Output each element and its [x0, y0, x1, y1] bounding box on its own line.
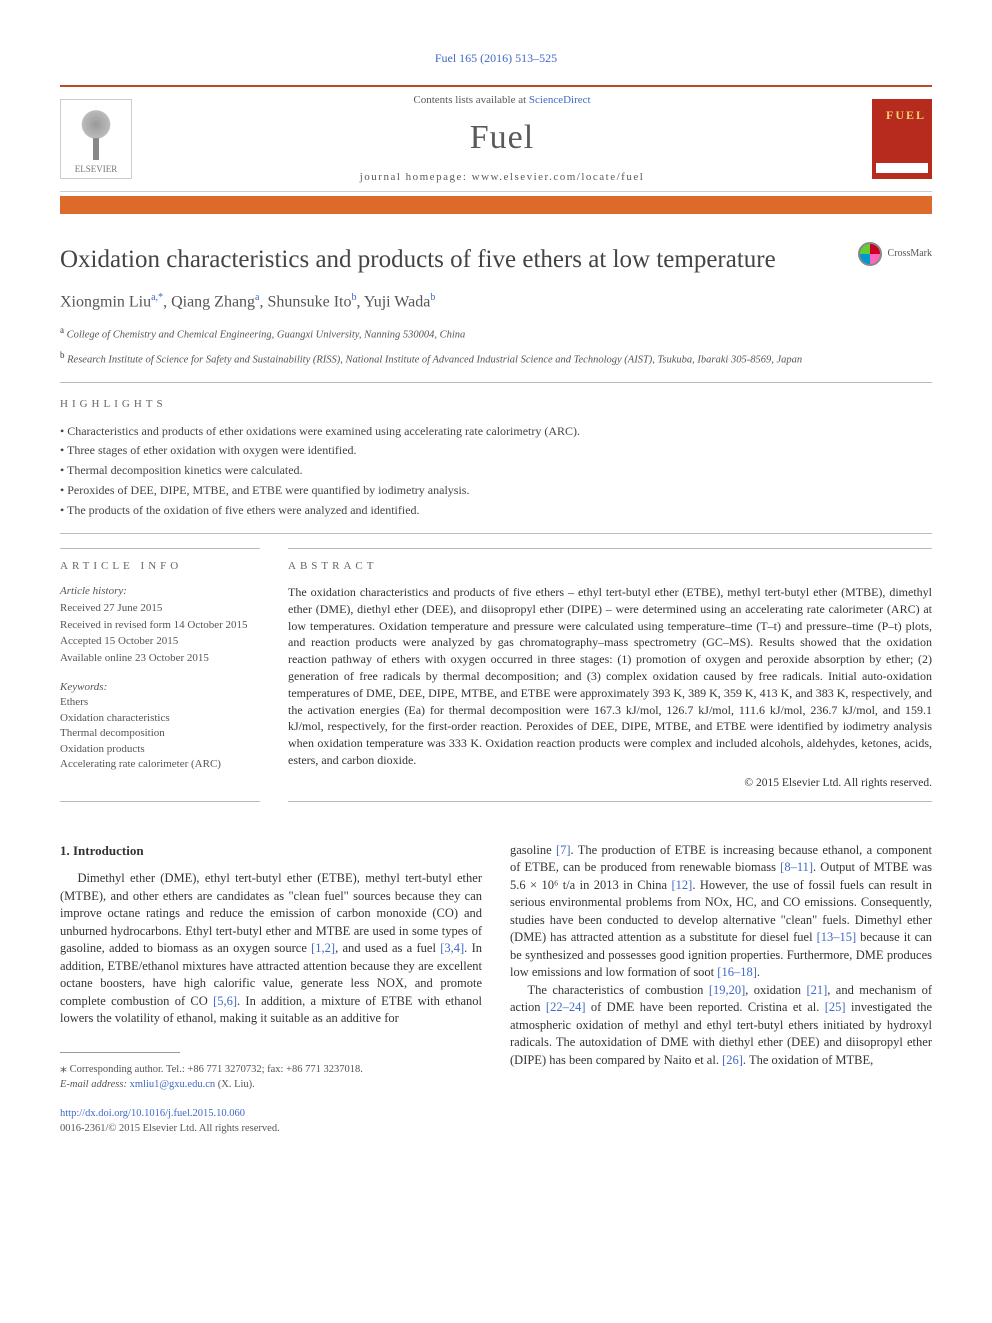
crossmark-icon [858, 242, 882, 266]
aff-a-text: College of Chemistry and Chemical Engine… [64, 329, 465, 340]
abstract-text: The oxidation characteristics and produc… [288, 584, 932, 769]
aff-b-text: Research Institute of Science for Safety… [65, 355, 803, 366]
body-text: , oxidation [745, 983, 806, 997]
intro-heading: 1. Introduction [60, 842, 482, 860]
body-text: . The oxidation of MTBE, [743, 1053, 873, 1067]
highlight-item: Thermal decomposition kinetics were calc… [60, 462, 932, 479]
keywords-label: Keywords: [60, 680, 260, 695]
citation-ref[interactable]: [3,4] [440, 941, 464, 955]
citation-ref[interactable]: [1,2] [311, 941, 335, 955]
citation-ref[interactable]: [26] [722, 1053, 743, 1067]
highlight-item: The products of the oxidation of five et… [60, 502, 932, 519]
header-center: Contents lists available at ScienceDirec… [132, 93, 872, 185]
citation-ref[interactable]: [8–11] [780, 860, 813, 874]
footnote-star-icon: ⁎ [60, 1061, 67, 1076]
history-revised: Received in revised form 14 October 2015 [60, 618, 260, 633]
intro-paragraph: The characteristics of combustion [19,20… [510, 982, 932, 1070]
author-1-aff: a,* [151, 292, 163, 303]
journal-header: ELSEVIER Contents lists available at Sci… [60, 85, 932, 192]
highlight-item: Peroxides of DEE, DIPE, MTBE, and ETBE w… [60, 482, 932, 499]
divider [60, 533, 932, 534]
citation-ref[interactable]: [13–15] [817, 930, 857, 944]
email-link[interactable]: xmliu1@gxu.edu.cn [130, 1079, 216, 1090]
keyword: Accelerating rate calorimeter (ARC) [60, 757, 260, 772]
keyword: Oxidation products [60, 742, 260, 757]
article-info-column: ARTICLE INFO Article history: Received 2… [60, 548, 260, 802]
crossmark-widget[interactable]: CrossMark [858, 242, 932, 266]
article-info-label: ARTICLE INFO [60, 559, 260, 574]
body-text: gasoline [510, 843, 556, 857]
citation-ref[interactable]: [7] [556, 843, 571, 857]
body-text: . [757, 965, 760, 979]
keyword: Ethers [60, 695, 260, 710]
journal-title: Fuel [132, 114, 872, 162]
intro-paragraph: Dimethyl ether (DME), ethyl tert-butyl e… [60, 870, 482, 1028]
corresponding-author-note: ⁎ Corresponding author. Tel.: +86 771 32… [60, 1059, 482, 1079]
corresponding-email-line: E-mail address: xmliu1@gxu.edu.cn (X. Li… [60, 1078, 482, 1093]
divider [60, 382, 932, 383]
body-column-left: 1. Introduction Dimethyl ether (DME), et… [60, 842, 482, 1136]
corresponding-text: Corresponding author. Tel.: +86 771 3270… [67, 1064, 363, 1075]
affiliation-b: b Research Institute of Science for Safe… [60, 349, 932, 368]
footnote-rule [60, 1052, 180, 1053]
history-online: Available online 23 October 2015 [60, 651, 260, 666]
citation-ref[interactable]: [22–24] [546, 1000, 586, 1014]
abstract-label: ABSTRACT [288, 559, 932, 574]
body-columns: 1. Introduction Dimethyl ether (DME), et… [60, 842, 932, 1136]
citation-ref[interactable]: [12] [671, 878, 692, 892]
elsevier-tree-icon [71, 108, 121, 163]
citation-ref[interactable]: [5,6] [213, 994, 237, 1008]
citation-ref[interactable]: [25] [825, 1000, 846, 1014]
publisher-name: ELSEVIER [75, 163, 118, 176]
doi-link[interactable]: http://dx.doi.org/10.1016/j.fuel.2015.10… [60, 1108, 245, 1119]
journal-homepage[interactable]: journal homepage: www.elsevier.com/locat… [132, 170, 872, 185]
body-text: of DME have been reported. Cristina et a… [586, 1000, 825, 1014]
author-1[interactable]: Xiongmin Liu [60, 294, 151, 311]
contents-prefix: Contents lists available at [413, 94, 528, 106]
authors-list: Xiongmin Liua,*, Qiang Zhanga, Shunsuke … [60, 291, 932, 314]
email-suffix: (X. Liu). [215, 1079, 255, 1090]
body-text: , and used as a fuel [335, 941, 440, 955]
citation-link[interactable]: Fuel 165 (2016) 513–525 [60, 50, 932, 67]
history-accepted: Accepted 15 October 2015 [60, 634, 260, 649]
citation-ref[interactable]: [19,20] [709, 983, 745, 997]
highlights-label: HIGHLIGHTS [60, 397, 932, 412]
accent-bar [60, 196, 932, 214]
sciencedirect-link[interactable]: ScienceDirect [529, 94, 591, 106]
author-3[interactable]: , Shunsuke Ito [260, 294, 352, 311]
keyword: Thermal decomposition [60, 726, 260, 741]
history-received: Received 27 June 2015 [60, 601, 260, 616]
affiliation-a: a College of Chemistry and Chemical Engi… [60, 324, 932, 343]
cover-title: FUEL [886, 107, 926, 124]
body-text: The characteristics of combustion [528, 983, 709, 997]
journal-cover-image[interactable]: FUEL [872, 99, 932, 179]
copyright-line: © 2015 Elsevier Ltd. All rights reserved… [288, 775, 932, 791]
author-4[interactable]: , Yuji Wada [357, 294, 431, 311]
author-2[interactable]: , Qiang Zhang [163, 294, 255, 311]
highlight-item: Three stages of ether oxidation with oxy… [60, 442, 932, 459]
doi-line: http://dx.doi.org/10.1016/j.fuel.2015.10… [60, 1107, 482, 1122]
elsevier-logo[interactable]: ELSEVIER [60, 99, 132, 179]
article-title: Oxidation characteristics and products o… [60, 242, 858, 277]
contents-line: Contents lists available at ScienceDirec… [132, 93, 872, 108]
cover-bar [876, 163, 928, 173]
citation-ref[interactable]: [16–18] [717, 965, 757, 979]
issn-line: 0016-2361/© 2015 Elsevier Ltd. All right… [60, 1122, 482, 1137]
email-label: E-mail address: [60, 1079, 130, 1090]
intro-paragraph: gasoline [7]. The production of ETBE is … [510, 842, 932, 982]
history-title: Article history: [60, 584, 260, 599]
keyword: Oxidation characteristics [60, 711, 260, 726]
citation-ref[interactable]: [21] [806, 983, 827, 997]
highlights-list: Characteristics and products of ether ox… [60, 423, 932, 519]
abstract-column: ABSTRACT The oxidation characteristics a… [288, 548, 932, 802]
body-column-right: gasoline [7]. The production of ETBE is … [510, 842, 932, 1136]
highlight-item: Characteristics and products of ether ox… [60, 423, 932, 440]
crossmark-label: CrossMark [888, 247, 932, 261]
author-4-aff: b [430, 292, 435, 303]
